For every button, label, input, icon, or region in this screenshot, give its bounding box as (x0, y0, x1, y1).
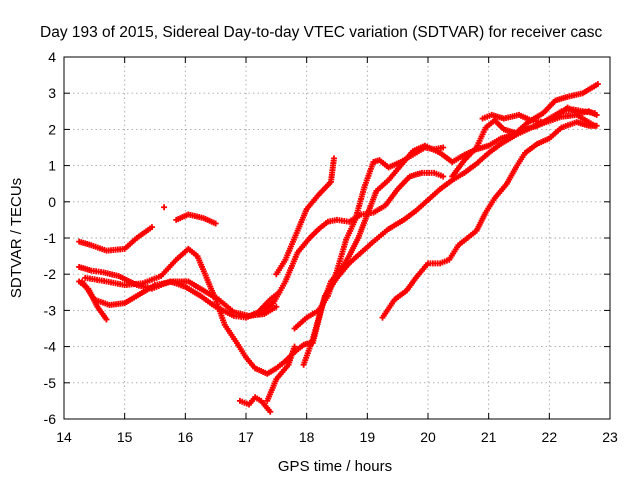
series-track-a (76, 224, 155, 254)
series-track-k (273, 155, 337, 278)
y-tick-label: 4 (48, 49, 56, 65)
series-track-j (255, 169, 447, 318)
x-tick-label: 18 (299, 429, 315, 445)
series-track-o (379, 119, 600, 321)
x-tick-label: 22 (542, 429, 558, 445)
series-track-g (82, 245, 313, 377)
y-tick-label: 0 (48, 194, 56, 210)
series-track-p (449, 81, 601, 180)
data-series (76, 81, 601, 415)
series-track-q (479, 104, 600, 126)
x-tick-label: 17 (238, 429, 254, 445)
chart-title: Day 193 of 2015, Sidereal Day-to-day VTE… (40, 24, 602, 41)
y-tick-label: -2 (44, 266, 57, 282)
series-track-b (161, 204, 168, 211)
x-tick-label: 21 (481, 429, 497, 445)
y-tick-label: -5 (44, 375, 57, 391)
series-track-h (236, 394, 274, 415)
x-tick-label: 16 (178, 429, 194, 445)
y-tick-label: -6 (44, 411, 57, 427)
y-tick-label: 2 (48, 121, 56, 137)
x-tick-label: 20 (420, 429, 436, 445)
x-axis-label: GPS time / hours (278, 458, 392, 475)
series-track-i (264, 343, 298, 404)
y-tick-label: -4 (44, 339, 57, 355)
x-tick-label: 23 (602, 429, 618, 445)
y-tick-label: 3 (48, 85, 56, 101)
x-tick-label: 14 (56, 429, 72, 445)
y-axis-label: SDTVAR / TECUs (8, 178, 25, 298)
series-track-c (173, 211, 219, 227)
y-tick-label: -3 (44, 302, 57, 318)
y-tick-label: -1 (44, 230, 57, 246)
x-tick-label: 19 (360, 429, 376, 445)
x-tick-label: 15 (117, 429, 133, 445)
y-tick-label: 1 (48, 158, 56, 174)
